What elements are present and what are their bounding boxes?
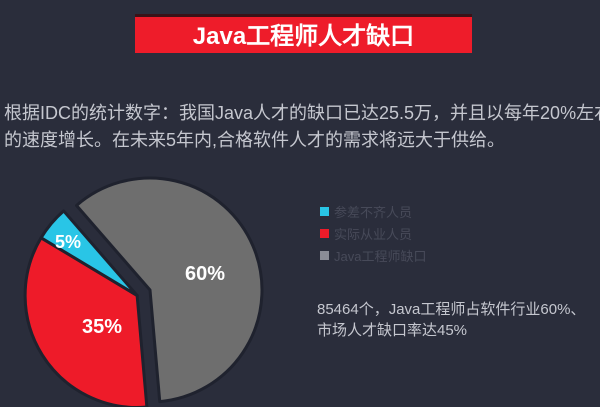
svg-text:5%: 5% [55,232,81,252]
svg-text:60%: 60% [185,263,225,285]
svg-text:35%: 35% [82,316,122,338]
